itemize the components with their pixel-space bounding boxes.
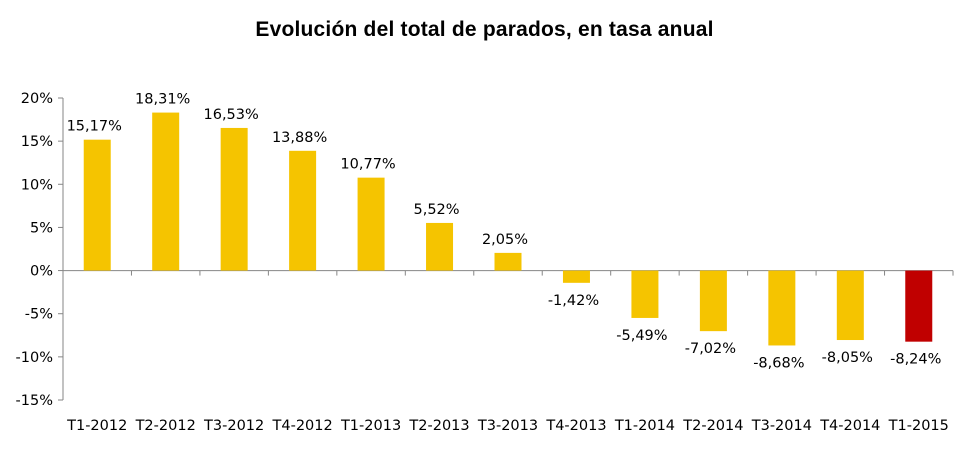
x-tick-label: T3-2013 [477,418,538,434]
x-tick-label: T4-2013 [545,418,606,434]
x-tick-label: T1-2012 [66,418,127,434]
data-label: 18,31% [135,92,190,108]
bar [699,270,727,332]
data-label: 5,52% [413,202,459,218]
bar [152,112,180,271]
x-tick-label: T1-2014 [614,418,675,434]
y-tick-label: 0% [30,264,53,280]
bar [289,150,317,271]
bar [494,252,522,271]
bar [631,270,659,318]
data-label: 15,17% [67,119,122,135]
x-tick-label: T2-2012 [135,418,196,434]
y-tick-label: 20% [21,91,53,107]
x-tick-label: T4-2014 [819,418,880,434]
x-tick-label: T1-2013 [340,418,401,434]
data-label: 16,53% [204,107,259,123]
bar [357,177,385,271]
x-tick-label: T1-2015 [888,418,949,434]
bar [562,270,590,283]
data-label: -8,24% [890,352,941,368]
y-tick-label: 15% [21,134,53,150]
y-tick-label: 10% [21,177,53,193]
data-label: 13,88% [272,130,327,146]
y-tick-label: -5% [25,307,53,323]
bar [836,270,864,341]
y-tick-label: -15% [16,393,53,409]
bar [426,222,454,271]
bar [83,139,111,271]
bar [905,270,933,342]
x-tick-label: T2-2014 [682,418,743,434]
y-tick-label: 5% [30,220,53,236]
bar [220,127,248,271]
data-label: 10,77% [340,157,395,173]
data-label: -8,05% [822,350,873,366]
data-label: -8,68% [753,355,804,371]
data-label: 2,05% [482,232,528,248]
bars [83,112,933,346]
chart-title: Evolución del total de parados, en tasa … [255,18,714,41]
y-tick-label: -10% [16,350,53,366]
data-label: -5,49% [616,328,667,344]
x-tick-label: T4-2012 [272,418,333,434]
bar [768,270,796,346]
x-tick-label: T3-2012 [203,418,264,434]
data-label: -7,02% [685,341,736,357]
data-labels: T1-2012 15,17% T2-2012 18,31% T3-2012 16,53% T… [66,92,949,434]
x-tick-label: T3-2014 [751,418,812,434]
x-tick-label: T2-2013 [408,418,469,434]
data-label: -1,42% [548,293,599,309]
